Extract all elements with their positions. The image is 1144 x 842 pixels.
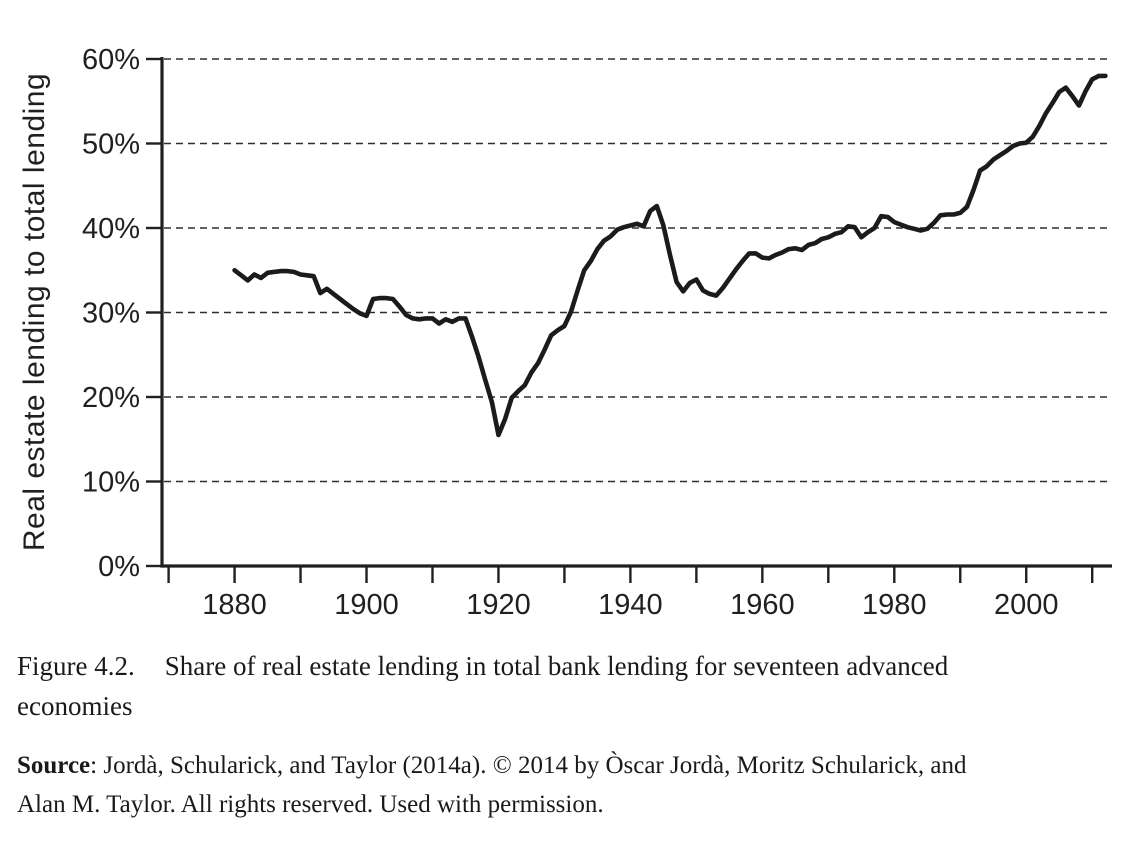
x-tick-label-1880: 1880: [202, 589, 267, 621]
data-series-line: [232, 73, 1108, 438]
x-tick-label-1940: 1940: [598, 589, 663, 621]
source-label: Source: [17, 752, 91, 779]
figure-caption: Figure 4.2. Share of real estate lending …: [17, 646, 1129, 726]
figure-caption-line2: economies: [17, 691, 133, 721]
line-chart: 0% 10% 20% 30% 40% 50% 60% 1880 1900 1920 1940 1960…: [18, 44, 1112, 621]
gridlines: [164, 58, 1112, 483]
source-note: Source: Jordà, Schularick, and Taylor (2…: [17, 746, 1129, 824]
y-tick-label-40: 40%: [82, 213, 140, 245]
y-axis-title: Real estate lending to total lending: [18, 73, 51, 551]
x-tick-label-1960: 1960: [730, 589, 795, 621]
source-line2: Alan M. Taylor. All rights reserved. Use…: [17, 791, 604, 818]
x-tick-label-1980: 1980: [862, 589, 927, 621]
y-tick-label-50: 50%: [82, 129, 140, 161]
axis-ticks: [146, 57, 1094, 583]
figure-caption-line1: Share of real estate lending in total ba…: [164, 651, 949, 681]
figure-number: Figure 4.2.: [17, 651, 135, 681]
axis-tick-labels: 0% 10% 20% 30% 40% 50% 60% 1880 1900 1920 1940 1960…: [82, 44, 1059, 621]
source-line1: : Jordà, Schularick, and Taylor (2014a).…: [90, 752, 967, 779]
x-tick-label-1920: 1920: [466, 589, 531, 621]
y-tick-label-0: 0%: [98, 551, 140, 583]
x-tick-label-1900: 1900: [334, 589, 399, 621]
y-tick-label-30: 30%: [82, 298, 140, 330]
y-tick-label-10: 10%: [82, 467, 140, 499]
y-tick-label-60: 60%: [82, 44, 140, 76]
x-tick-label-2000: 2000: [994, 589, 1059, 621]
y-tick-label-20: 20%: [82, 382, 140, 414]
